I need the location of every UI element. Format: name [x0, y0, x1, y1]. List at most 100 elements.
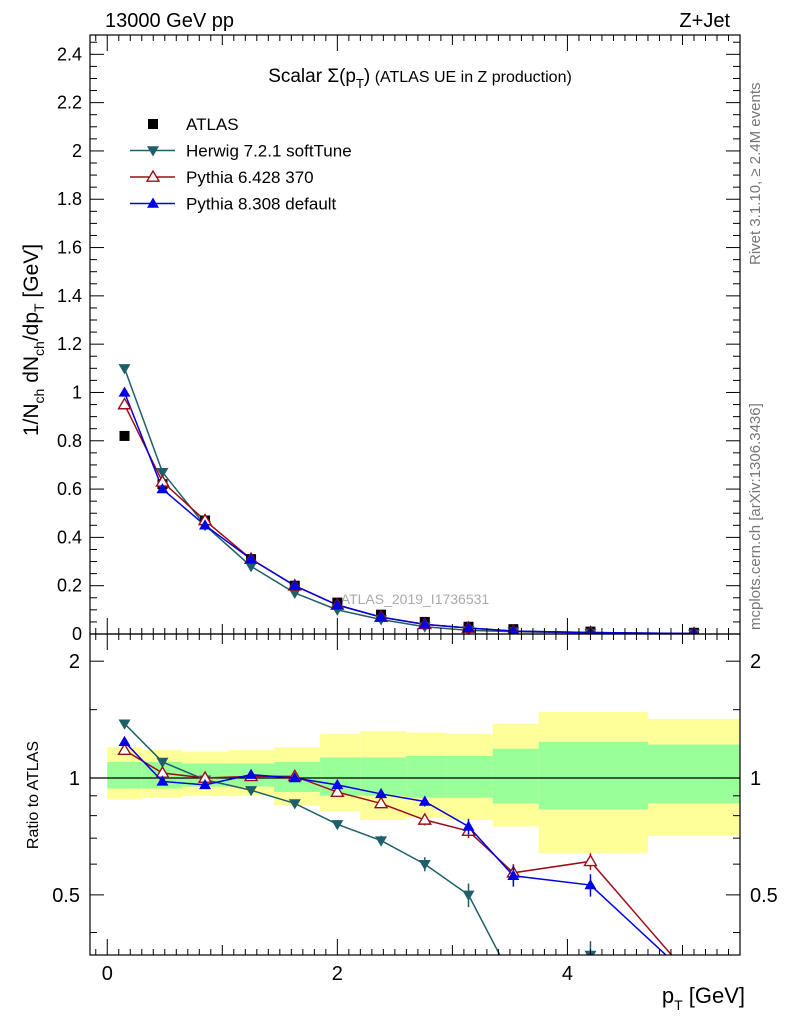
- series-point: [288, 588, 301, 599]
- series-point: [331, 599, 344, 610]
- legend-label: ATLAS: [186, 115, 239, 134]
- ratio-point: [507, 977, 519, 987]
- x-axis-label: pT [GeV]: [662, 983, 745, 1013]
- mcplots-side-label: mcplots.cern.ch [arXiv:1306.3436]: [747, 403, 764, 630]
- ratio-series-line: [123, 741, 668, 955]
- y-tick-label: 2.2: [57, 93, 82, 113]
- series-point: [508, 625, 519, 634]
- legend-marker: [147, 197, 159, 208]
- ratio-y-tick-label: 2: [69, 651, 80, 673]
- ratio-point: [156, 757, 169, 768]
- series-point: [245, 562, 258, 573]
- ratio-point: [118, 719, 131, 730]
- y-tick-label: 0.4: [57, 527, 82, 547]
- y-tick-label: 1.2: [57, 334, 82, 354]
- title-close: ): [364, 66, 370, 87]
- ratio-point: [117, 742, 132, 756]
- ratio-band-inner: [320, 757, 361, 796]
- ratio-point: [417, 812, 433, 825]
- series-point: [156, 467, 169, 479]
- data-point: [119, 430, 130, 441]
- x-tick-label: 2: [332, 963, 343, 985]
- ratio-point: [584, 879, 597, 890]
- ratio-point: [462, 890, 475, 901]
- y-tick-label: 1.6: [57, 238, 82, 258]
- series-point: [288, 579, 301, 590]
- ratio-point: [288, 772, 301, 783]
- ratio-band-inner: [492, 748, 539, 804]
- title-rest: (ATLAS UE in Z production): [370, 69, 572, 86]
- ratio-point: [583, 853, 598, 867]
- y-tick-label: 0.8: [57, 431, 82, 451]
- ratio-band-inner: [360, 757, 407, 796]
- series-point: [375, 611, 388, 622]
- ratio-band-inner: [406, 755, 447, 798]
- ratio-y-tick-label-right: 0.5: [750, 885, 778, 907]
- y-tick-label: 1.8: [57, 189, 82, 209]
- header-process-label: Z+Jet: [679, 10, 730, 32]
- ratio-band-inner: [538, 741, 648, 810]
- ratio-series-line: [124, 749, 673, 955]
- rivet-side-label: Rivet 3.1.10, ≥ 2.4M events: [747, 83, 764, 266]
- y-tick-label: 0: [72, 624, 82, 644]
- analysis-watermark: ATLAS_2019_I1736531: [341, 591, 490, 607]
- ratio-point: [330, 784, 345, 797]
- x-tick-label: 4: [562, 963, 573, 985]
- y-tick-label: 0.2: [57, 576, 82, 596]
- series-point: [418, 618, 431, 629]
- ratio-point: [331, 820, 344, 831]
- series-point: [156, 483, 169, 494]
- legend: ATLAS Herwig 7.2.1 softTune Pythia 6.428 3…: [130, 115, 352, 214]
- ratio-y-tick-label: 0.5: [52, 885, 80, 907]
- ratio-frame: [89, 633, 741, 956]
- ratio-point: [507, 869, 520, 880]
- x-tick-label: 0: [102, 963, 113, 985]
- legend-marker: [145, 169, 161, 182]
- series-point: [118, 386, 131, 397]
- header-energy-label: 13000 GeV pp: [105, 10, 234, 32]
- ratio-band-inner: [647, 744, 740, 804]
- main-panel: 0 0.2 0.4 0.6 0.8 1 1.2 1.4 1.6 1.8 2 2.2 2.4: [57, 34, 741, 650]
- chart-title: Scalar Σ(pT) (ATLAS UE in Z production): [268, 66, 572, 91]
- legend-marker: [147, 146, 159, 157]
- y-tick-label: 2: [72, 141, 82, 161]
- ratio-point: [245, 786, 258, 797]
- ratio-band-inner: [107, 761, 142, 789]
- ratio-point: [375, 787, 388, 799]
- ratio-point: [418, 795, 431, 806]
- ratio-point: [373, 796, 389, 809]
- ratio-band-inner: [446, 755, 493, 798]
- series-line: [123, 392, 694, 634]
- y-tick-label: 0.6: [57, 479, 82, 499]
- ratio-series-group: [117, 719, 673, 987]
- ratio-point: [156, 775, 169, 786]
- legend-label: Herwig 7.2.1 softTune: [186, 142, 352, 161]
- series-point: [117, 397, 132, 410]
- ratio-point: [462, 820, 475, 831]
- ratio-point: [118, 735, 131, 746]
- ratio-point: [331, 778, 344, 790]
- ratio-point: [245, 768, 258, 779]
- ratio-point: [199, 778, 212, 790]
- ratio-point: [288, 799, 301, 810]
- title-sub: T: [356, 76, 364, 91]
- series-point: [245, 553, 258, 564]
- series-point: [118, 364, 131, 375]
- ratio-y-tick-label: 1: [69, 768, 80, 790]
- y-tick-label: 2.4: [57, 44, 82, 64]
- y-tick-label: 1: [72, 382, 82, 402]
- legend-label: Pythia 6.428 370: [186, 168, 314, 187]
- ratio-y-tick-label-right: 1: [750, 768, 761, 790]
- ratio-y-tick-label-right: 2: [750, 651, 761, 673]
- ratio-point: [375, 836, 388, 847]
- ratio-y-axis-label: Ratio to ATLAS: [25, 741, 42, 849]
- series-point: [462, 621, 475, 633]
- main-series-group: [117, 364, 700, 634]
- legend-marker: [148, 119, 158, 129]
- ratio-point: [418, 859, 431, 871]
- y-tick-label: 1.4: [57, 286, 82, 306]
- legend-label: Pythia 8.308 default: [186, 195, 337, 214]
- y-axis-label: 1/Nch dNch/dpT [GeV]: [20, 244, 47, 436]
- series-point: [199, 519, 212, 530]
